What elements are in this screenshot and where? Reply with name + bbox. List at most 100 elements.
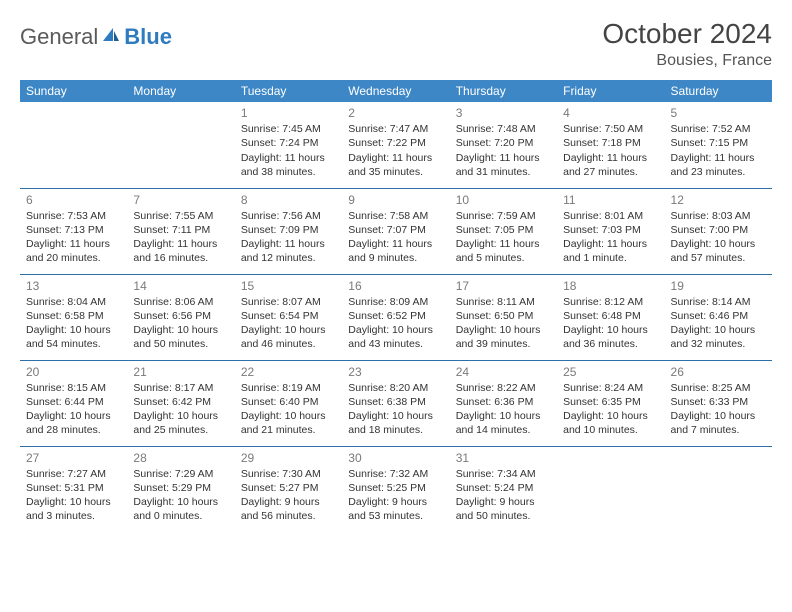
day-number: 15 bbox=[241, 278, 336, 294]
sunset-line: Sunset: 7:20 PM bbox=[456, 136, 551, 150]
sunrise-line: Sunrise: 8:20 AM bbox=[348, 381, 443, 395]
daylight-line: Daylight: 10 hours and 57 minutes. bbox=[671, 237, 766, 265]
calendar-cell: 11Sunrise: 8:01 AMSunset: 7:03 PMDayligh… bbox=[557, 188, 664, 274]
day-number: 6 bbox=[26, 192, 121, 208]
calendar-cell: 14Sunrise: 8:06 AMSunset: 6:56 PMDayligh… bbox=[127, 274, 234, 360]
logo-general: General bbox=[20, 24, 98, 50]
day-number: 4 bbox=[563, 105, 658, 121]
sunset-line: Sunset: 6:52 PM bbox=[348, 309, 443, 323]
calendar-cell bbox=[127, 102, 234, 188]
day-number: 3 bbox=[456, 105, 551, 121]
sunset-line: Sunset: 5:27 PM bbox=[241, 481, 336, 495]
day-number: 31 bbox=[456, 450, 551, 466]
sunrise-line: Sunrise: 8:04 AM bbox=[26, 295, 121, 309]
calendar-cell: 7Sunrise: 7:55 AMSunset: 7:11 PMDaylight… bbox=[127, 188, 234, 274]
calendar-cell: 8Sunrise: 7:56 AMSunset: 7:09 PMDaylight… bbox=[235, 188, 342, 274]
day-number: 1 bbox=[241, 105, 336, 121]
daylight-line: Daylight: 11 hours and 38 minutes. bbox=[241, 151, 336, 179]
sunset-line: Sunset: 7:07 PM bbox=[348, 223, 443, 237]
calendar-cell: 18Sunrise: 8:12 AMSunset: 6:48 PMDayligh… bbox=[557, 274, 664, 360]
calendar-cell: 20Sunrise: 8:15 AMSunset: 6:44 PMDayligh… bbox=[20, 360, 127, 446]
calendar-cell bbox=[557, 446, 664, 532]
sunrise-line: Sunrise: 8:15 AM bbox=[26, 381, 121, 395]
sunrise-line: Sunrise: 7:59 AM bbox=[456, 209, 551, 223]
daylight-line: Daylight: 10 hours and 28 minutes. bbox=[26, 409, 121, 437]
sunset-line: Sunset: 5:24 PM bbox=[456, 481, 551, 495]
calendar-cell: 26Sunrise: 8:25 AMSunset: 6:33 PMDayligh… bbox=[665, 360, 772, 446]
day-number: 8 bbox=[241, 192, 336, 208]
sunrise-line: Sunrise: 8:19 AM bbox=[241, 381, 336, 395]
sunrise-line: Sunrise: 8:17 AM bbox=[133, 381, 228, 395]
sunset-line: Sunset: 6:50 PM bbox=[456, 309, 551, 323]
sunrise-line: Sunrise: 7:30 AM bbox=[241, 467, 336, 481]
sunset-line: Sunset: 6:42 PM bbox=[133, 395, 228, 409]
calendar-cell: 12Sunrise: 8:03 AMSunset: 7:00 PMDayligh… bbox=[665, 188, 772, 274]
day-number: 20 bbox=[26, 364, 121, 380]
sunset-line: Sunset: 5:31 PM bbox=[26, 481, 121, 495]
sunset-line: Sunset: 6:58 PM bbox=[26, 309, 121, 323]
sunrise-line: Sunrise: 8:14 AM bbox=[671, 295, 766, 309]
sunrise-line: Sunrise: 7:52 AM bbox=[671, 122, 766, 136]
sunrise-line: Sunrise: 8:07 AM bbox=[241, 295, 336, 309]
sunset-line: Sunset: 6:38 PM bbox=[348, 395, 443, 409]
daylight-line: Daylight: 11 hours and 20 minutes. bbox=[26, 237, 121, 265]
logo: General Blue bbox=[20, 18, 172, 50]
daylight-line: Daylight: 10 hours and 3 minutes. bbox=[26, 495, 121, 523]
daylight-line: Daylight: 10 hours and 10 minutes. bbox=[563, 409, 658, 437]
sunrise-line: Sunrise: 7:48 AM bbox=[456, 122, 551, 136]
day-number: 24 bbox=[456, 364, 551, 380]
day-number: 13 bbox=[26, 278, 121, 294]
daylight-line: Daylight: 10 hours and 36 minutes. bbox=[563, 323, 658, 351]
day-number: 23 bbox=[348, 364, 443, 380]
day-header-row: SundayMondayTuesdayWednesdayThursdayFrid… bbox=[20, 80, 772, 102]
calendar-cell: 1Sunrise: 7:45 AMSunset: 7:24 PMDaylight… bbox=[235, 102, 342, 188]
calendar-cell: 21Sunrise: 8:17 AMSunset: 6:42 PMDayligh… bbox=[127, 360, 234, 446]
calendar-cell: 17Sunrise: 8:11 AMSunset: 6:50 PMDayligh… bbox=[450, 274, 557, 360]
sunset-line: Sunset: 6:35 PM bbox=[563, 395, 658, 409]
sunrise-line: Sunrise: 7:45 AM bbox=[241, 122, 336, 136]
daylight-line: Daylight: 10 hours and 39 minutes. bbox=[456, 323, 551, 351]
sunrise-line: Sunrise: 8:01 AM bbox=[563, 209, 658, 223]
calendar-row: 13Sunrise: 8:04 AMSunset: 6:58 PMDayligh… bbox=[20, 274, 772, 360]
sunrise-line: Sunrise: 8:03 AM bbox=[671, 209, 766, 223]
sunset-line: Sunset: 7:24 PM bbox=[241, 136, 336, 150]
day-number: 7 bbox=[133, 192, 228, 208]
daylight-line: Daylight: 10 hours and 54 minutes. bbox=[26, 323, 121, 351]
sunset-line: Sunset: 6:36 PM bbox=[456, 395, 551, 409]
daylight-line: Daylight: 11 hours and 31 minutes. bbox=[456, 151, 551, 179]
day-number: 25 bbox=[563, 364, 658, 380]
daylight-line: Daylight: 11 hours and 35 minutes. bbox=[348, 151, 443, 179]
sunset-line: Sunset: 6:54 PM bbox=[241, 309, 336, 323]
day-number: 16 bbox=[348, 278, 443, 294]
calendar-cell: 31Sunrise: 7:34 AMSunset: 5:24 PMDayligh… bbox=[450, 446, 557, 532]
daylight-line: Daylight: 9 hours and 56 minutes. bbox=[241, 495, 336, 523]
daylight-line: Daylight: 10 hours and 46 minutes. bbox=[241, 323, 336, 351]
daylight-line: Daylight: 9 hours and 53 minutes. bbox=[348, 495, 443, 523]
day-number: 18 bbox=[563, 278, 658, 294]
sunset-line: Sunset: 7:22 PM bbox=[348, 136, 443, 150]
sunrise-line: Sunrise: 7:50 AM bbox=[563, 122, 658, 136]
day-number: 28 bbox=[133, 450, 228, 466]
sunrise-line: Sunrise: 7:56 AM bbox=[241, 209, 336, 223]
day-number: 10 bbox=[456, 192, 551, 208]
sunset-line: Sunset: 7:15 PM bbox=[671, 136, 766, 150]
calendar-row: 1Sunrise: 7:45 AMSunset: 7:24 PMDaylight… bbox=[20, 102, 772, 188]
calendar-cell: 13Sunrise: 8:04 AMSunset: 6:58 PMDayligh… bbox=[20, 274, 127, 360]
day-number: 5 bbox=[671, 105, 766, 121]
day-number: 19 bbox=[671, 278, 766, 294]
calendar-cell bbox=[20, 102, 127, 188]
day-number: 21 bbox=[133, 364, 228, 380]
day-number: 11 bbox=[563, 192, 658, 208]
daylight-line: Daylight: 10 hours and 25 minutes. bbox=[133, 409, 228, 437]
sunrise-line: Sunrise: 8:24 AM bbox=[563, 381, 658, 395]
daylight-line: Daylight: 11 hours and 5 minutes. bbox=[456, 237, 551, 265]
day-header: Tuesday bbox=[235, 80, 342, 102]
sunset-line: Sunset: 7:18 PM bbox=[563, 136, 658, 150]
sunrise-line: Sunrise: 7:55 AM bbox=[133, 209, 228, 223]
day-number: 14 bbox=[133, 278, 228, 294]
day-header: Wednesday bbox=[342, 80, 449, 102]
day-number: 30 bbox=[348, 450, 443, 466]
sunrise-line: Sunrise: 7:47 AM bbox=[348, 122, 443, 136]
day-header: Friday bbox=[557, 80, 664, 102]
day-number: 12 bbox=[671, 192, 766, 208]
